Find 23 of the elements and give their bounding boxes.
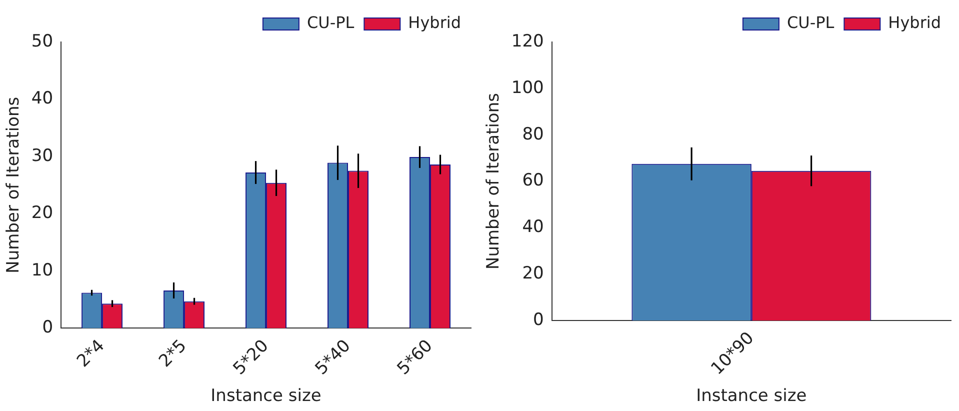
y-tick-label: 20 (31, 203, 54, 224)
y-tick-label: 50 (31, 31, 54, 52)
y-tick-label: 10 (31, 260, 54, 280)
y-tick-label: 40 (522, 217, 544, 238)
x-tick-label: 2*5 (155, 336, 191, 372)
y-tick-label: 0 (533, 310, 544, 330)
x-axis-title: Instance size (210, 386, 322, 406)
legend-label: CU-PL (786, 13, 834, 32)
y-tick-label: 60 (522, 170, 544, 191)
x-tick-label: 2*4 (73, 336, 109, 372)
y-tick-label: 30 (31, 146, 54, 166)
legend-label: Hybrid (888, 13, 942, 32)
y-tick-label: 20 (522, 264, 544, 284)
y-axis-title: Number of Iterations (4, 96, 24, 274)
y-axis-title: Number of Iterations (484, 92, 504, 270)
y-tick-label: 80 (522, 124, 544, 144)
legend-label: CU-PL (306, 13, 354, 32)
y-tick-label: 100 (511, 78, 544, 98)
x-axis-title: Instance size (696, 386, 807, 406)
y-tick-label: 40 (31, 88, 54, 109)
y-tick-label: 0 (42, 318, 54, 338)
legend-label: Hybrid (408, 13, 462, 32)
y-tick-label: 120 (511, 31, 544, 52)
